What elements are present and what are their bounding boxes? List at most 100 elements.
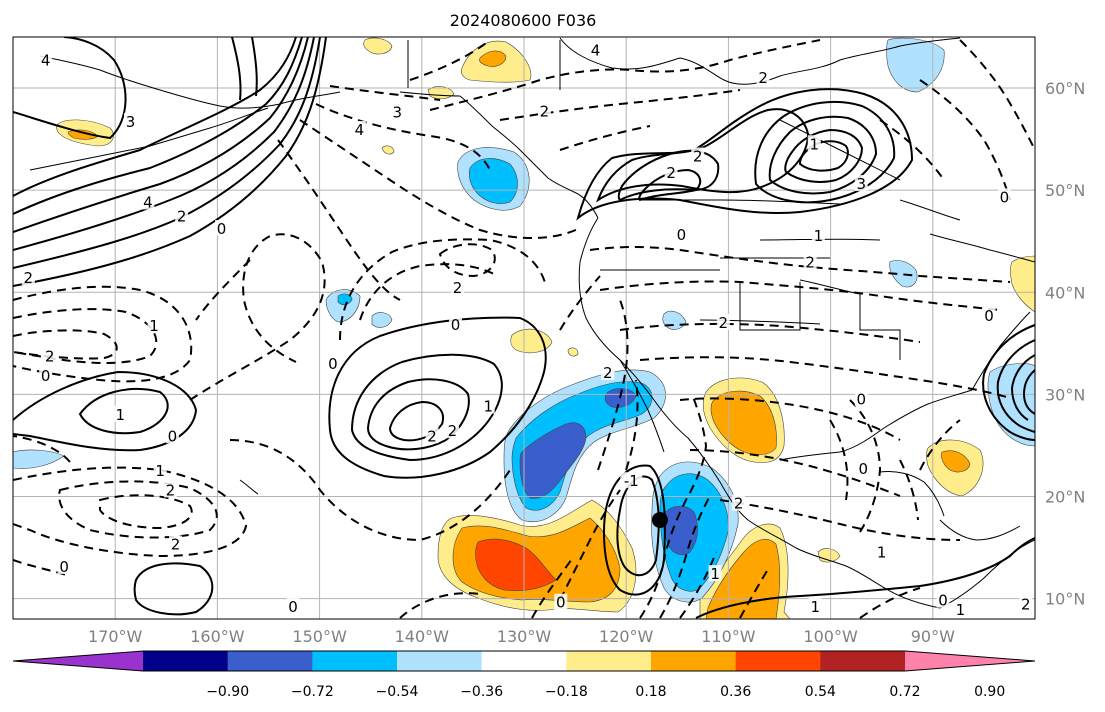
contour-label: 1 [710,565,720,583]
contour-label-background [803,253,817,270]
colorbar-segment [481,651,567,671]
positive-anomaly-region [381,145,395,155]
latitude-tick-label: 50°N [1045,181,1085,200]
colorbar-segment [820,651,906,671]
colorbar-segment [397,651,483,671]
map-panel: 434202120101220000122020-142324220122213… [0,36,1036,620]
contour-label-background [43,347,57,364]
contour-label: -1 [624,472,639,490]
colorbar-segment [651,651,737,671]
colorbar-tick-label: 0.18 [635,684,666,700]
negative-anomaly-region [889,260,918,288]
contour-label: 1 [814,227,824,245]
positive-anomaly-region [567,347,579,357]
contour-label: 2 [24,269,34,287]
colorbar-tick-label: −0.36 [460,684,503,700]
contour-label-background [481,397,495,414]
colorbar-tick-label: −0.18 [545,684,588,700]
colorbar-tick-label: −0.72 [291,684,334,700]
contour-label-background [732,494,746,511]
contour-label-background [57,557,71,574]
positive-anomaly-region [510,328,553,354]
contour-label-background [113,405,127,422]
colorbar-outline [12,650,1036,672]
figure-title: 2024080600 F036 [450,11,597,30]
contour-label: 0 [168,427,178,445]
contour-label: 1 [956,601,966,619]
contour-label: 1 [809,135,819,153]
latitude-tick-label: 10°N [1045,590,1085,609]
contour-label-background [445,422,459,439]
contour-label-background [425,427,439,444]
contour-label-background [153,461,167,478]
contour-label: 4 [591,41,601,59]
contour-label: 2 [719,314,729,332]
contour-label-background [554,593,568,610]
contour-label-background [21,269,35,286]
longitude-tick-label: 140°W [395,627,450,646]
contour-label: 0 [859,460,869,478]
contour-label-background [390,103,404,120]
colorbar-extend-low [13,651,143,671]
contour-label-background [674,226,688,243]
contour-label-background [352,120,366,137]
positive-anomaly-region [363,37,393,55]
contour-label: 2 [448,422,458,440]
contour-label-background [451,279,465,296]
contour-label-background [808,597,822,614]
contour-label-background [214,220,228,236]
contour-label: 3 [392,104,402,122]
colorbar-tick-label: −0.54 [376,684,419,700]
positive-anomaly-region [1010,255,1035,313]
colorbar-tick-label: 0.36 [720,684,751,700]
contour-label: 0 [938,592,948,610]
contour-label-background [163,481,177,498]
contour-label: 2 [166,481,176,499]
contour-label: 2 [427,427,437,445]
dashed-contours [13,39,1035,619]
contour-label: 1 [155,462,165,480]
longitude-tick-label: 110°W [701,627,756,646]
contour-label-background [997,188,1011,205]
contour-label: 1 [483,398,493,416]
colorbar-segment [143,651,229,671]
contour-label-background [854,175,868,192]
contour-label-background [708,565,722,582]
longitude-tick-label: 90°W [911,627,955,646]
contour-label-background [807,135,821,152]
contour-label: 2 [693,148,703,166]
latitude-tick-label: 40°N [1045,283,1085,302]
longitude-axis: 170°W 160°W 150°W 140°W 130°W 120°W 110°… [88,627,955,646]
contour-label: 2 [603,364,613,382]
contour-label-background [39,367,53,384]
contour-label: 2 [177,208,187,226]
contour-label-background [875,543,889,560]
contour-label-background [165,427,179,444]
colorbar-segment [566,651,652,671]
latitude-axis: 60°N 50°N 40°N 30°N 20°N 10°N [1045,79,1085,609]
storm-center-marker [651,511,668,528]
solid-contours [13,37,1035,619]
contour-label: 0 [0,596,2,614]
contour-label-background [756,68,770,85]
contour-label: 2 [540,103,550,121]
contour-label: 0 [328,355,338,373]
negative-anomaly-region [987,363,1035,447]
contour-labels: 434202120101220000122020-142324220122213… [0,41,1033,619]
contour-label: 0 [984,307,994,325]
contour-label-background [664,163,678,180]
contour-label-background [716,313,730,330]
colorbar-segments [143,651,906,671]
contour-label-background [39,51,53,68]
colorbar-tick-label: 0.72 [889,684,920,700]
contour-label-background [326,354,340,371]
contour-label-background [286,597,300,614]
longitude-tick-label: 170°W [88,627,143,646]
contour-label: 1 [149,317,159,335]
latitude-tick-label: 20°N [1045,487,1085,506]
positive-anomaly-region [67,129,99,140]
colorbar-tick-label: −0.90 [206,684,249,700]
contour-label-background [854,390,868,407]
negative-anomaly-region [337,293,353,306]
colorbar-tick-label: 0.54 [805,684,836,700]
